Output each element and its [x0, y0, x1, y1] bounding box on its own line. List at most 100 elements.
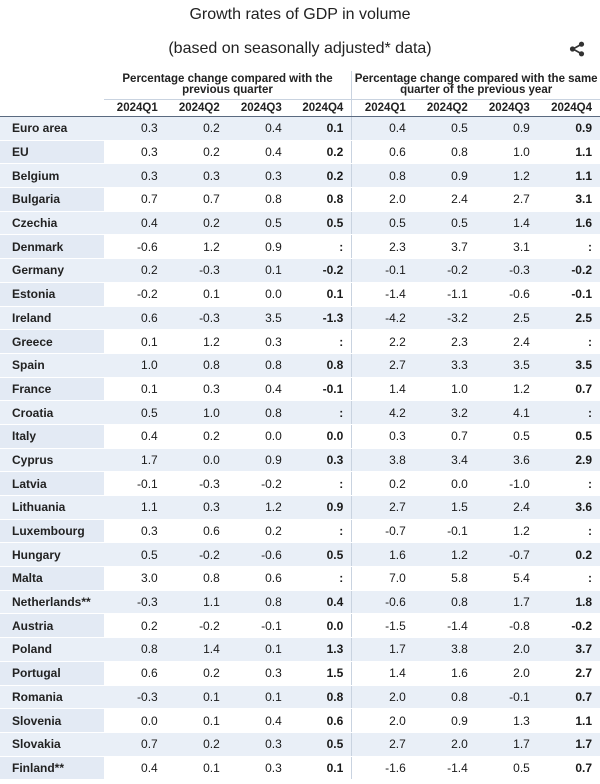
table-row: Finland** 0.4 0.1 0.3 0.1 -1.6 -1.4 0.5 0.7: [0, 756, 600, 781]
table-cell: -0.1: [475, 685, 538, 710]
table-cell: 0.9: [413, 708, 476, 733]
table-cell: 0.2: [165, 116, 228, 141]
table-cell: 0.3: [165, 163, 228, 189]
table-cell: 3.3: [413, 353, 476, 378]
column-header-qoq-2024q4: 2024Q4: [289, 99, 353, 117]
table-cell: 0.3: [227, 732, 290, 757]
table-cell: 0.3: [227, 329, 290, 354]
table-cell: 0.4: [103, 756, 166, 781]
table-cell: 0.0: [413, 471, 476, 496]
table-cell: 1.3: [289, 637, 353, 662]
table-cell: 1.7: [475, 732, 538, 757]
table-cell: 3.6: [537, 495, 600, 520]
table-cell: -1.5: [351, 613, 414, 639]
table-cell: 0.3: [227, 661, 290, 686]
table-cell: 1.2: [165, 234, 228, 260]
row-label: Slovenia: [0, 708, 104, 733]
table-cell: 0.7: [537, 685, 600, 710]
table-row: Slovakia 0.7 0.2 0.3 0.5 2.7 2.0 1.7 1.7: [0, 732, 600, 757]
table-cell: 0.7: [537, 377, 600, 402]
table-cell: 3.8: [413, 637, 476, 662]
table-row: Latvia -0.1 -0.3 -0.2:0.2 0.0 -1.0:: [0, 471, 600, 496]
row-label: Cyprus: [0, 448, 104, 473]
share-icon[interactable]: [568, 40, 586, 58]
row-label: Denmark: [0, 234, 104, 260]
table-cell: 3.6: [475, 448, 538, 473]
table-cell: 0.3: [289, 448, 353, 473]
table-cell: -0.3: [165, 306, 228, 331]
table-cell: 1.8: [537, 590, 600, 615]
table-row: Ireland 0.6 -0.3 3.5 -1.3 -4.2 -3.2 2.5 2.5: [0, 306, 600, 331]
table-cell: 3.7: [413, 234, 476, 260]
table-cell: 5.8: [413, 566, 476, 591]
table-row: Portugal 0.6 0.2 0.3 1.5 1.4 1.6 2.0 2.7: [0, 661, 600, 686]
table-cell: 4.1: [475, 400, 538, 425]
table-row: Spain 1.0 0.8 0.8 0.8 2.7 3.3 3.5 3.5: [0, 353, 600, 378]
table-cell: 0.2: [227, 519, 290, 544]
table-cell: 0.2: [537, 542, 600, 568]
table-row: Poland 0.8 1.4 0.1 1.3 1.7 3.8 2.0 3.7: [0, 637, 600, 662]
group-header-previous-quarter: Percentage change compared with the prev…: [103, 71, 353, 100]
table-cell: 2.4: [475, 495, 538, 520]
table-cell: 0.8: [165, 353, 228, 378]
table-cell: 0.4: [289, 590, 353, 615]
group-header-previous-year: Percentage change compared with the same…: [351, 71, 600, 100]
table-cell: -0.8: [475, 613, 538, 639]
table-cell: 0.4: [103, 211, 166, 236]
row-label: Bulgaria: [0, 187, 104, 212]
table-cell: 0.8: [413, 685, 476, 710]
table-cell: 2.9: [537, 448, 600, 473]
table-row: Romania -0.3 0.1 0.1 0.8 2.0 0.8 -0.1 0.7: [0, 685, 600, 710]
table-cell: 1.0: [475, 139, 538, 165]
table-cell: 0.8: [227, 187, 290, 212]
row-label: Ireland: [0, 306, 104, 331]
column-header-yoy-2024q2: 2024Q2: [413, 99, 476, 117]
table-row: Denmark -0.6 1.2 0.9:2.3 3.7 3.1:: [0, 234, 600, 260]
table-cell: 3.8: [351, 448, 414, 473]
table-cell: 2.7: [351, 353, 414, 378]
table-cell: 0.8: [289, 187, 353, 212]
table-cell: 0.8: [165, 566, 228, 591]
table-cell: 0.9: [289, 495, 353, 520]
table-cell: -3.2: [413, 306, 476, 331]
table-cell: 0.5: [289, 542, 353, 568]
table-cell: -1.3: [289, 306, 353, 331]
table-cell: -0.6: [227, 542, 290, 568]
table-cell: 1.4: [351, 661, 414, 686]
table-cell: 0.0: [289, 613, 353, 639]
table-cell: -4.2: [351, 306, 414, 331]
table-cell: 1.7: [351, 637, 414, 662]
row-label: Romania: [0, 685, 104, 710]
table-cell: 1.2: [475, 519, 538, 544]
table-row: Euro area 0.3 0.2 0.4 0.1 0.4 0.5 0.9 0.9: [0, 116, 600, 141]
row-label: Germany: [0, 258, 104, 283]
table-cell: 0.5: [413, 211, 476, 236]
table-cell: 7.0: [351, 566, 414, 591]
column-header-yoy-2024q1: 2024Q1: [351, 99, 414, 117]
table-cell: 3.5: [475, 353, 538, 378]
table-cell: 0.2: [165, 139, 228, 165]
table-cell: 0.7: [165, 187, 228, 212]
table-row: Lithuania 1.1 0.3 1.2 0.9 2.7 1.5 2.4 3.6: [0, 495, 600, 520]
column-header-qoq-2024q3: 2024Q3: [227, 99, 290, 117]
table-cell: -0.2: [537, 613, 600, 639]
row-label: Portugal: [0, 661, 104, 686]
table-cell: -0.3: [103, 685, 166, 710]
table-cell: 0.5: [103, 542, 166, 568]
row-label: Spain: [0, 353, 104, 378]
table-row: Croatia 0.5 1.0 0.8:4.2 3.2 4.1:: [0, 400, 600, 425]
table-cell: 1.6: [413, 661, 476, 686]
table-cell: 2.4: [413, 187, 476, 212]
table-cell: 0.5: [351, 211, 414, 236]
table-cell: 1.7: [103, 448, 166, 473]
table-cell: 0.3: [103, 139, 166, 165]
table-cell: 1.2: [475, 377, 538, 402]
table-cell: -0.1: [103, 471, 166, 496]
table-cell: 0.2: [351, 471, 414, 496]
table-cell: 0.8: [103, 637, 166, 662]
table-cell: 0.5: [537, 424, 600, 449]
table-cell: 1.1: [537, 163, 600, 189]
table-cell: 0.5: [227, 211, 290, 236]
table-row: Germany 0.2 -0.3 0.1 -0.2 -0.1 -0.2 -0.3 -0.2: [0, 258, 600, 283]
table-cell: -0.1: [289, 377, 353, 402]
